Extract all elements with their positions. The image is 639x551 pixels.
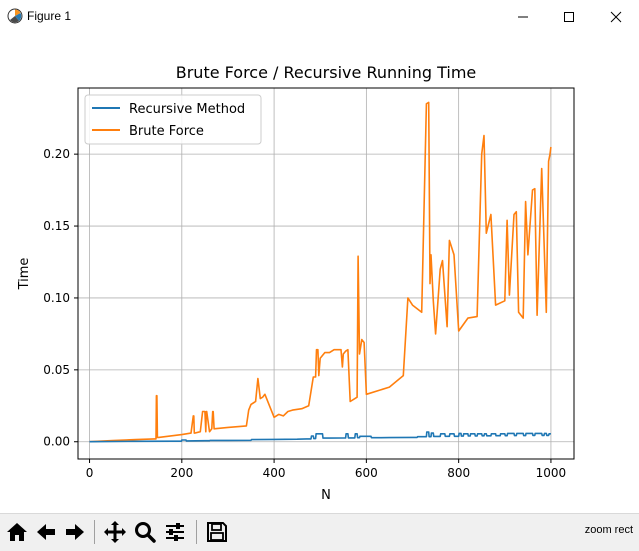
navigation-toolbar: zoom rect [0,513,639,551]
x-tick-label: 200 [170,466,193,480]
series-line-brute-force [89,101,552,443]
window-title: Figure 1 [27,9,72,23]
back-icon [37,524,55,540]
legend: Recursive Method Brute Force [84,94,262,145]
minimize-icon [518,16,528,17]
x-tick-label: 400 [263,466,286,480]
series-line-recursive-method [89,431,551,443]
back-button[interactable] [32,518,60,546]
legend-label-recursive-method: Recursive Method [129,102,245,117]
matplotlib-app-icon [7,8,23,24]
forward-button[interactable] [61,518,89,546]
home-button[interactable] [3,518,31,546]
legend-box [84,94,262,145]
pan-button[interactable] [101,518,129,546]
legend-label-brute-force: Brute Force [129,124,204,139]
x-axis-label: N [321,488,331,503]
configure-subplots-icon [166,523,184,541]
toolbar-separator [196,520,197,544]
figure-canvas[interactable]: 0 200 400 600 800 1000 0.00 0.05 0.10 0.15 0.20 Br… [0,33,639,511]
x-tick-label: 0 [86,466,94,480]
minimize-button[interactable] [500,0,546,33]
plot-svg: 0 200 400 600 800 1000 0.00 0.05 0.10 0.15 0.20 Br… [17,63,575,503]
close-button[interactable] [593,0,639,33]
maximize-button[interactable] [546,0,592,33]
toolbar-separator [94,520,95,544]
y-tick-label: 0.15 [43,219,70,233]
save-button[interactable] [203,518,231,546]
status-message: zoom rect [584,524,633,536]
y-axis-label: Time [17,258,32,291]
x-tick-label: 600 [355,466,378,480]
y-tick-label: 0.10 [43,291,70,305]
title-bar: Figure 1 [0,0,639,33]
home-icon [7,523,27,541]
x-tick-label: 800 [447,466,470,480]
y-tick-label: 0.00 [43,435,70,449]
forward-icon [66,524,84,540]
y-tick-label: 0.05 [43,363,70,377]
chart-title: Brute Force / Recursive Running Time [176,63,477,82]
y-tick-label: 0.20 [43,147,70,161]
pan-icon [104,521,126,543]
close-icon [610,11,622,22]
x-tick-label: 1000 [536,466,567,480]
zoom-icon [135,522,156,543]
zoom-button[interactable] [131,518,159,546]
save-icon [207,522,227,542]
configure-subplots-button[interactable] [161,518,189,546]
axes-frame [77,87,575,460]
maximize-icon [564,11,574,22]
